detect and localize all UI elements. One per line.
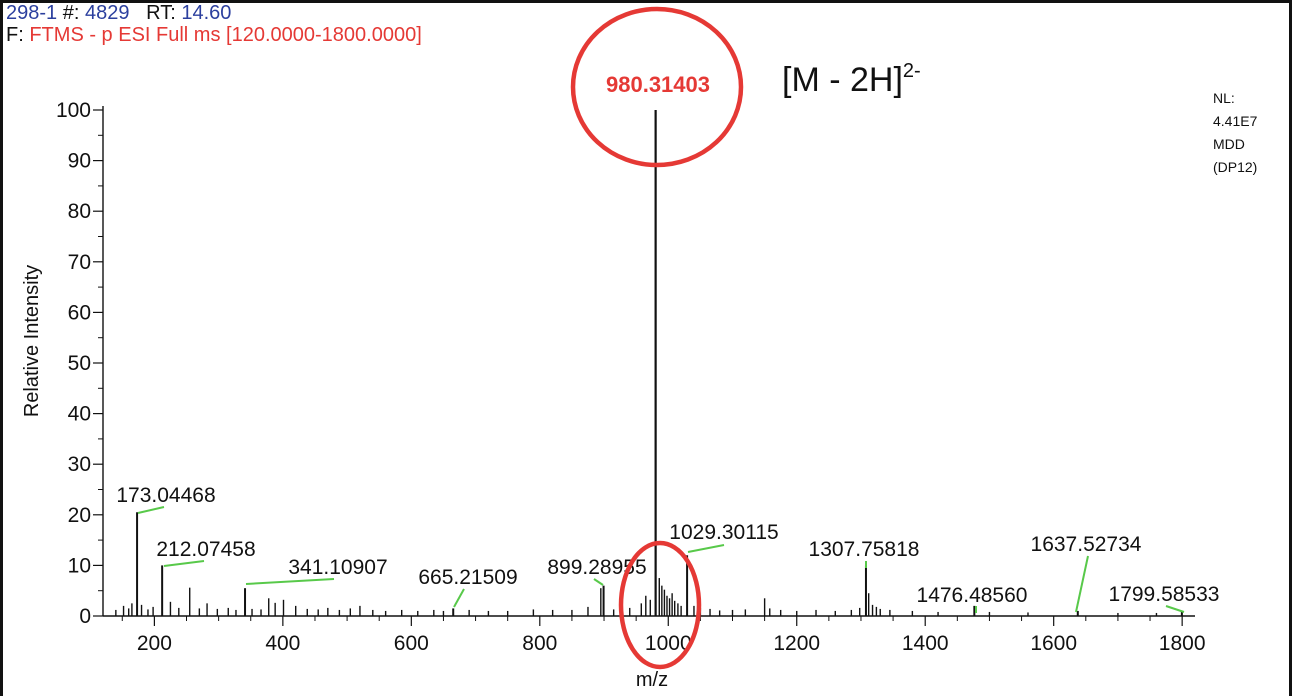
y-tick-label: 50 [68, 352, 91, 375]
x-tick-label: 800 [522, 632, 557, 655]
y-tick-label: 80 [68, 200, 91, 223]
y-axis-label: Relative Intensity [21, 265, 43, 417]
ion-text: [M - 2H] [782, 61, 903, 99]
peak-label: 665.21509 [418, 566, 517, 589]
nl-label: NL: [1213, 90, 1235, 106]
scan-number: 4829 [84, 2, 130, 24]
peak-label-leader [593, 578, 604, 586]
peak-label: 1307.75818 [809, 538, 920, 561]
rt-label: RT: [146, 2, 176, 24]
x-tick-label: 1200 [773, 632, 820, 655]
y-tick-label: 20 [68, 504, 91, 527]
scan-number-label: #: [62, 2, 80, 24]
peaks [115, 110, 1183, 616]
x-tick-label: 1000 [645, 632, 692, 655]
y-tick-label: 30 [68, 453, 91, 476]
peak-label: 899.28955 [547, 556, 646, 579]
peak-label-leader [1165, 605, 1185, 613]
y-tick-label: 70 [68, 251, 91, 274]
scan-label: 298-1 [6, 2, 58, 24]
peak-label: 212.07458 [156, 538, 255, 561]
x-axis-label: m/z [636, 669, 668, 691]
x-tick-label: 400 [265, 632, 300, 655]
peak-label: 173.04468 [116, 484, 215, 507]
x-tick-label: 1600 [1030, 632, 1077, 655]
peak-label: 1637.52734 [1031, 533, 1142, 556]
peak-label: 1799.58533 [1109, 583, 1220, 606]
peak-label-leader [245, 578, 335, 585]
x-tick-label: 1400 [902, 632, 949, 655]
y-tick-label: 100 [56, 99, 91, 122]
filter-text: FTMS - p ESI Full ms [120.0000-1800.0000… [29, 24, 422, 46]
y-tick-label: 40 [68, 403, 91, 426]
peak-label: 1029.30115 [669, 521, 778, 544]
x-tick-label: 600 [394, 632, 429, 655]
base-peak-label: 980.31403 [606, 72, 710, 97]
ion-annotation: [M - 2H]2- [782, 60, 921, 100]
peak-label: 341.10907 [288, 556, 387, 579]
peak-label-leader [687, 544, 725, 553]
nl-value: 4.41E7 [1213, 113, 1258, 129]
peak-label: 1476.48560 [917, 584, 1028, 607]
peak-label-leader [163, 560, 205, 567]
peak-label-leader [453, 588, 465, 608]
base-peak-highlight-circle [570, 6, 744, 168]
axes: 0 10 20 30 40 50 60 70 80 90 100 200 400 600 800 1000 12… [56, 99, 1206, 655]
y-tick-label: 60 [68, 301, 91, 324]
y-tick-label: 90 [68, 150, 91, 173]
sample-dp: (DP12) [1213, 159, 1258, 175]
sample-name: MDD [1213, 136, 1245, 152]
x-tick-label: 1800 [1159, 632, 1206, 655]
y-tick-label: 10 [68, 554, 91, 577]
filter-label: F: [6, 24, 24, 46]
peak-labels: 980.31403 173.04468 212.07458 341.10907 665.… [116, 72, 1219, 613]
scan-header: 298-1 #: 4829 RT: 14.60 [6, 2, 231, 25]
peak-label-leader [1075, 555, 1089, 613]
y-tick-label: 0 [79, 605, 91, 628]
peak-label-leader [137, 506, 165, 514]
ion-charge: 2- [902, 60, 921, 82]
highlights [570, 6, 744, 670]
rt-value: 14.60 [181, 2, 232, 24]
cluster-highlight-circle [618, 540, 702, 670]
x-tick-label: 200 [137, 632, 172, 655]
filter-header: F: FTMS - p ESI Full ms [120.0000-1800.0… [6, 24, 422, 47]
